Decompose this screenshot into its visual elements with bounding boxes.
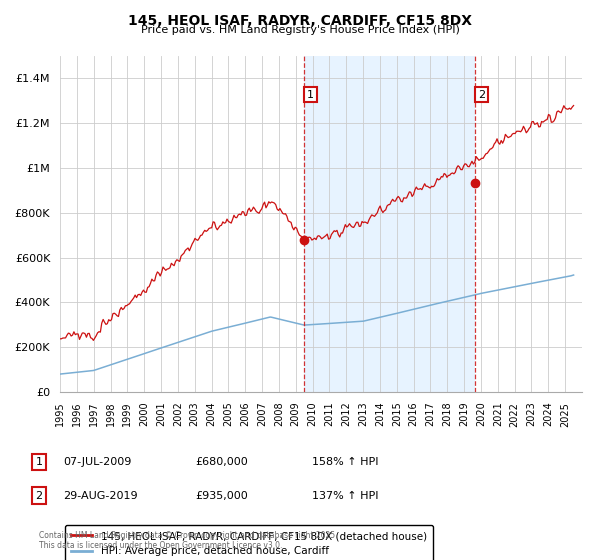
Text: 1: 1 [307, 90, 314, 100]
Bar [304, 56, 475, 392]
Text: 07-JUL-2009: 07-JUL-2009 [63, 457, 131, 467]
Text: £680,000: £680,000 [195, 457, 248, 467]
Text: 1: 1 [35, 457, 43, 467]
Text: 2: 2 [478, 90, 485, 100]
Text: 2: 2 [35, 491, 43, 501]
Text: 158% ↑ HPI: 158% ↑ HPI [312, 457, 379, 467]
Text: Contains HM Land Registry data © Crown copyright and database right 2025.
This d: Contains HM Land Registry data © Crown c… [39, 530, 337, 550]
Text: £935,000: £935,000 [195, 491, 248, 501]
Text: 29-AUG-2019: 29-AUG-2019 [63, 491, 137, 501]
Text: 145, HEOL ISAF, RADYR, CARDIFF, CF15 8DX: 145, HEOL ISAF, RADYR, CARDIFF, CF15 8DX [128, 14, 472, 28]
Text: Price paid vs. HM Land Registry's House Price Index (HPI): Price paid vs. HM Land Registry's House … [140, 25, 460, 35]
Text: 137% ↑ HPI: 137% ↑ HPI [312, 491, 379, 501]
Legend: 145, HEOL ISAF, RADYR, CARDIFF, CF15 8DX (detached house), HPI: Average price, d: 145, HEOL ISAF, RADYR, CARDIFF, CF15 8DX… [65, 525, 433, 560]
